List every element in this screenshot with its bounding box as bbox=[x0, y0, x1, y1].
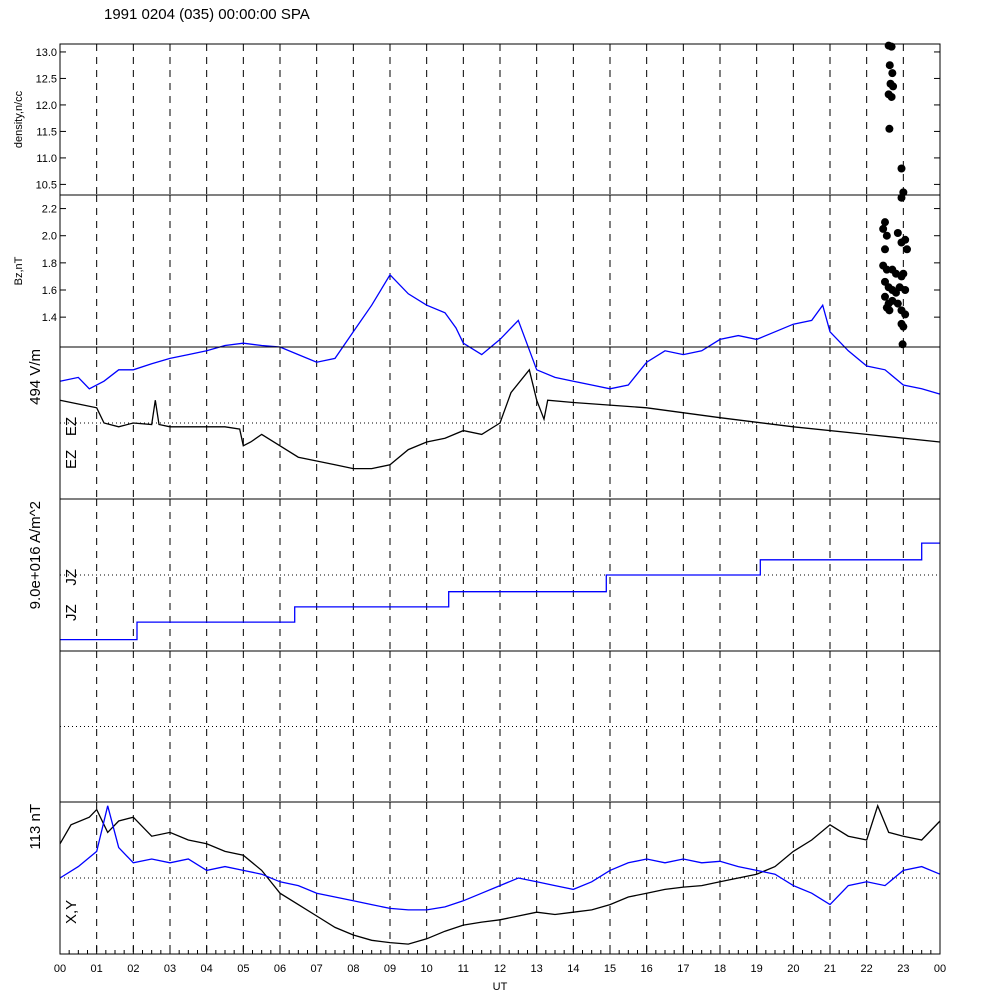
panel-series-label: JZ bbox=[63, 569, 80, 586]
panel-series-label: JZ bbox=[63, 604, 80, 621]
panel-series-label: EZ bbox=[63, 450, 80, 469]
panel-2: 494 V/m EZ EZ bbox=[27, 273, 941, 500]
data-point bbox=[885, 124, 894, 133]
x-tick-label: 17 bbox=[677, 963, 689, 975]
y-tick-label: 11.0 bbox=[36, 153, 57, 165]
data-point bbox=[901, 310, 910, 319]
x-axis: 00 01 02 03 04 05 06 07 08 09 10 11 12 13 14 15 16 17 18 19… bbox=[54, 946, 946, 993]
series-line-1 bbox=[59, 805, 941, 911]
x-tick-label: 20 bbox=[787, 963, 799, 975]
y-tick-label: 12.0 bbox=[36, 100, 57, 112]
data-point bbox=[893, 299, 902, 308]
x-tick-label: 03 bbox=[164, 963, 176, 975]
panel-series-label: X,Y bbox=[63, 900, 80, 924]
y-axis-label: 9.0e+016 A/m^2 bbox=[27, 501, 44, 609]
y-axis-label: 494 V/m bbox=[27, 349, 44, 405]
data-point bbox=[901, 286, 910, 294]
y-tick-label: 12.5 bbox=[36, 73, 57, 85]
x-tick-label: 09 bbox=[384, 963, 396, 975]
panel-frame bbox=[59, 194, 941, 348]
panel-5: 113 nT X,Y bbox=[27, 801, 941, 955]
y-tick-label: 2.0 bbox=[42, 231, 57, 243]
data-point bbox=[898, 340, 907, 349]
data-point bbox=[882, 231, 891, 240]
x-tick-label: 23 bbox=[897, 963, 909, 975]
data-point bbox=[897, 193, 906, 202]
y-tick-label: 2.2 bbox=[42, 204, 57, 216]
x-tick-label: 13 bbox=[531, 963, 543, 975]
data-point bbox=[885, 306, 894, 315]
data-point bbox=[887, 92, 896, 101]
plot-title: 1991 0204 (035) 00:00:00 SPA bbox=[104, 6, 310, 23]
series-line-1 bbox=[59, 368, 941, 470]
panel-series-label: EZ bbox=[63, 417, 80, 436]
x-tick-label: 01 bbox=[91, 963, 103, 975]
panel-1: 1.4 1.6 1.8 2.0 2.2 Bz,nT bbox=[13, 193, 941, 349]
chart-panels: 10.511.011.512.012.513.0density,n/cc1.41… bbox=[13, 41, 941, 955]
x-tick-label: 10 bbox=[421, 963, 433, 975]
x-tick-label: 08 bbox=[347, 963, 359, 975]
x-tick-label: 06 bbox=[274, 963, 286, 975]
data-point bbox=[899, 269, 908, 278]
x-tick-label: 07 bbox=[311, 963, 323, 975]
data-point bbox=[897, 164, 906, 173]
panel-3: 9.0e+016 A/m^2 JZ JZ bbox=[27, 498, 941, 652]
y-axis-label: Bz,nT bbox=[13, 256, 25, 285]
data-point bbox=[887, 42, 896, 51]
y-tick-label: 11.5 bbox=[36, 126, 57, 138]
x-tick-label: 22 bbox=[861, 963, 873, 975]
x-tick-label: 15 bbox=[604, 963, 616, 975]
x-tick-label: 16 bbox=[641, 963, 653, 975]
data-point bbox=[881, 245, 889, 254]
x-tick-label: 19 bbox=[751, 963, 763, 975]
data-point bbox=[881, 292, 889, 301]
data-point bbox=[888, 69, 897, 78]
data-point bbox=[893, 229, 902, 237]
data-point bbox=[885, 61, 894, 70]
data-point bbox=[882, 265, 891, 274]
x-tick-label: 05 bbox=[237, 963, 249, 975]
y-axis-label: density,n/cc bbox=[13, 90, 25, 148]
panel-4 bbox=[59, 650, 941, 803]
x-axis-label: UT bbox=[493, 981, 508, 993]
x-tick-label: 00 bbox=[934, 963, 946, 975]
y-tick-label: 1.8 bbox=[42, 258, 57, 270]
data-point bbox=[881, 218, 889, 227]
y-tick-label: 13.0 bbox=[36, 47, 57, 59]
data-point bbox=[899, 322, 908, 331]
x-tick-label: 11 bbox=[458, 963, 469, 975]
data-point bbox=[879, 224, 888, 233]
data-point bbox=[903, 245, 911, 254]
series-line-0 bbox=[60, 542, 940, 641]
panel-0: 10.5 11.0 11.5 12.0 12.5 13.0 density,n/cc bbox=[13, 41, 941, 197]
y-tick-label: 1.6 bbox=[42, 285, 57, 297]
data-point bbox=[897, 238, 906, 247]
x-tick-label: 00 bbox=[54, 963, 66, 975]
y-tick-label: 10.5 bbox=[36, 179, 57, 191]
x-tick-label: 18 bbox=[714, 963, 726, 975]
panel-frame bbox=[59, 43, 941, 196]
x-tick-label: 14 bbox=[567, 963, 579, 975]
x-tick-label: 12 bbox=[494, 963, 506, 975]
series-line-0 bbox=[59, 803, 941, 945]
data-point bbox=[889, 82, 898, 91]
x-tick-label: 21 bbox=[824, 963, 836, 975]
x-tick-label: 04 bbox=[201, 963, 213, 975]
x-tick-label: 02 bbox=[127, 963, 139, 975]
y-tick-label: 1.4 bbox=[42, 312, 57, 324]
y-axis-label: 113 nT bbox=[27, 804, 44, 850]
